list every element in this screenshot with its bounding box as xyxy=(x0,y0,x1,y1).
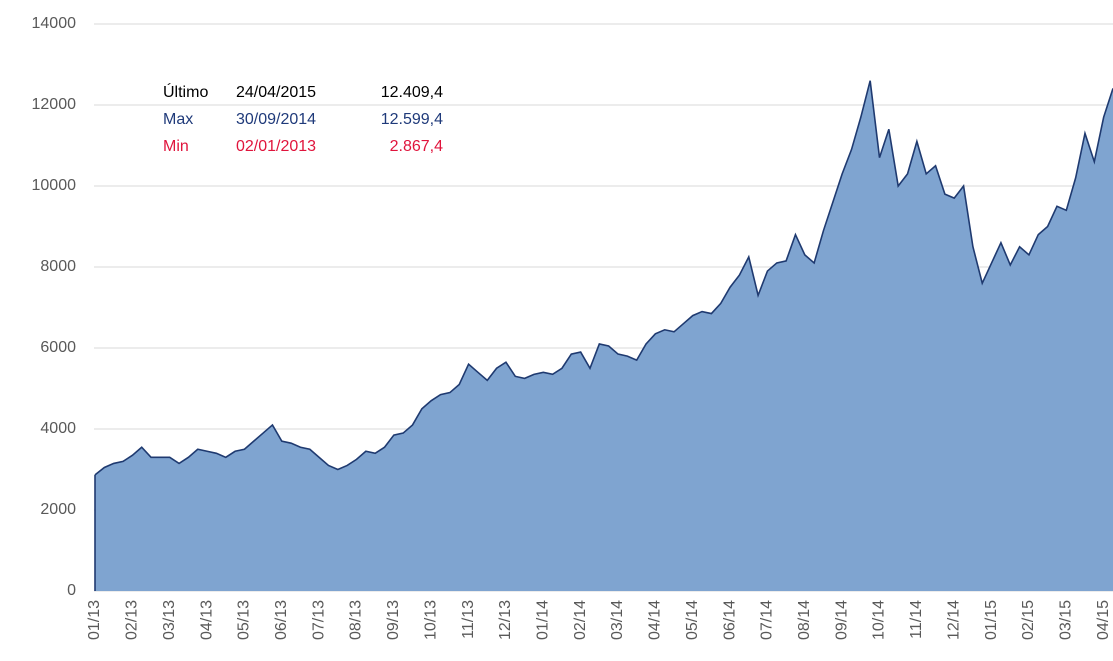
x-tick-label: 10/14 xyxy=(871,600,888,640)
annotation-value: 2.867,4 xyxy=(390,138,443,155)
x-tick-label: 11/14 xyxy=(908,600,925,639)
x-tick-label: 08/14 xyxy=(796,600,813,640)
x-tick-label: 02/13 xyxy=(124,600,141,640)
y-tick-label: 12000 xyxy=(32,96,77,113)
x-tick-label: 02/14 xyxy=(572,600,589,640)
annotation-date: 24/04/2015 xyxy=(236,84,316,101)
x-tick-label: 10/13 xyxy=(422,600,439,640)
x-tick-label: 09/14 xyxy=(833,600,850,640)
x-tick-label: 01/14 xyxy=(535,600,552,640)
x-tick-label: 03/15 xyxy=(1058,600,1075,640)
y-tick-label: 0 xyxy=(67,582,76,599)
annotation-label: Max xyxy=(163,111,193,128)
x-tick-label: 03/13 xyxy=(161,600,178,640)
x-tick-label: 03/14 xyxy=(609,600,626,640)
y-tick-label: 6000 xyxy=(40,339,76,356)
y-tick-label: 10000 xyxy=(32,177,77,194)
x-tick-label: 01/15 xyxy=(983,600,1000,640)
x-tick-label: 04/13 xyxy=(198,600,215,640)
area-line xyxy=(94,80,1113,476)
x-tick-label: 12/14 xyxy=(945,600,962,640)
x-tick-label: 06/14 xyxy=(721,600,738,640)
annotation-date: 30/09/2014 xyxy=(236,111,316,128)
annotation-value: 12.409,4 xyxy=(381,84,443,101)
y-tick-label: 14000 xyxy=(32,15,77,32)
annotation-value: 12.599,4 xyxy=(381,111,443,128)
annotation-date: 02/01/2013 xyxy=(236,138,316,155)
x-tick-label: 02/15 xyxy=(1020,600,1037,640)
x-tick-label: 08/13 xyxy=(348,600,365,640)
y-tick-label: 8000 xyxy=(40,258,76,275)
x-tick-label: 05/13 xyxy=(236,600,253,640)
annotation-label: Min xyxy=(163,138,189,155)
x-tick-label: 07/14 xyxy=(759,600,776,640)
x-tick-label: 01/13 xyxy=(86,600,103,640)
x-tick-label: 04/15 xyxy=(1095,600,1112,640)
x-tick-label: 11/13 xyxy=(460,600,477,639)
y-tick-label: 2000 xyxy=(40,501,76,518)
x-tick-label: 09/13 xyxy=(385,600,402,640)
x-tick-label: 06/13 xyxy=(273,600,290,640)
x-tick-label: 07/13 xyxy=(310,600,327,640)
annotation-label: Último xyxy=(163,82,208,101)
x-tick-label: 12/13 xyxy=(497,600,514,640)
y-tick-label: 4000 xyxy=(40,420,76,437)
x-tick-label: 05/14 xyxy=(684,600,701,640)
x-tick-label: 04/14 xyxy=(647,600,664,640)
area xyxy=(95,80,1113,591)
